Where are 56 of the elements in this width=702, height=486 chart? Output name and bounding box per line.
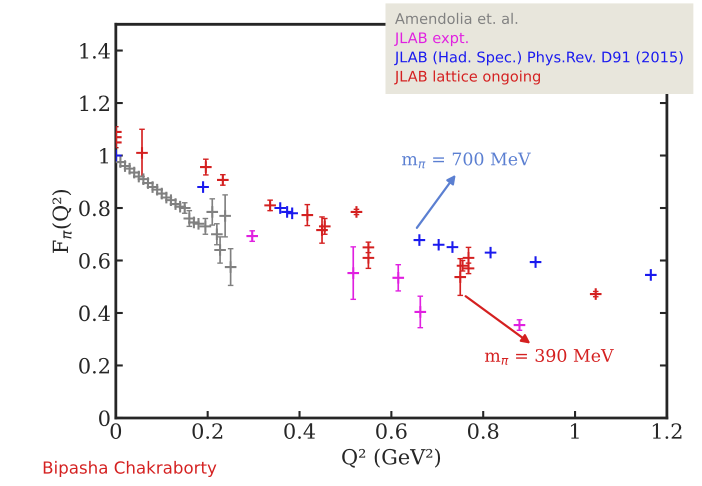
text: Amendolia et. al. [395, 12, 518, 24]
point [346, 266, 360, 280]
point [245, 229, 260, 243]
point [412, 233, 426, 247]
point [512, 318, 526, 332]
text: JLAB (Had. Spec.) Phys.Rev. D91 (2015) [394, 51, 683, 66]
point [198, 160, 213, 174]
y-tick-label: 1.2 [80, 95, 109, 112]
y-tick-label: 1.4 [80, 42, 110, 59]
point [528, 255, 542, 269]
point [588, 287, 603, 301]
point [198, 220, 212, 234]
point [350, 205, 364, 219]
point [285, 206, 300, 220]
text: JLAB lattice ongoing [394, 70, 540, 85]
x-tick-label: 1.2 [652, 423, 682, 439]
text: JLAB expt. [394, 32, 468, 46]
y-tick-label: 0.6 [79, 252, 110, 269]
point [216, 173, 230, 187]
point [224, 260, 238, 274]
point [218, 209, 232, 223]
y-tick-label: 0.4 [79, 305, 110, 322]
y-tick-label: 0 [99, 410, 110, 426]
text: Bipasha Chakraborty [44, 460, 216, 478]
point [146, 180, 160, 194]
x-tick-label: 0.8 [468, 423, 498, 439]
point [135, 146, 149, 160]
point [263, 198, 277, 212]
point [273, 201, 288, 215]
y-tick-label: 1 [100, 148, 108, 164]
x-tick-label: 0.4 [284, 423, 316, 439]
y-tick-label: 0.2 [79, 358, 109, 374]
annotation: m$_{π}$ = 700 MeV [402, 152, 531, 168]
x-tick-label: 0 [110, 423, 122, 439]
point [141, 176, 155, 190]
point [122, 162, 136, 176]
point [196, 180, 210, 194]
point [315, 223, 329, 237]
x-tick-label: 0.6 [376, 423, 407, 439]
annotation: m$_{π}$ = 390 MeV [484, 348, 614, 365]
point [391, 270, 406, 285]
point [178, 201, 192, 215]
x-tick-label: 0.2 [192, 423, 222, 439]
point [205, 205, 220, 219]
x-axis-title: Q² (GeV²) [342, 448, 440, 468]
point [300, 208, 314, 222]
point [118, 159, 132, 173]
point [644, 268, 658, 282]
x-tick-label: 1 [570, 423, 579, 439]
point [168, 197, 182, 211]
point [413, 305, 428, 319]
point [446, 240, 460, 254]
y-axis-title: F$_{π}$(Q²) [52, 190, 72, 253]
point [432, 238, 446, 252]
point [484, 246, 498, 260]
y-tick-label: 0.8 [79, 200, 110, 216]
